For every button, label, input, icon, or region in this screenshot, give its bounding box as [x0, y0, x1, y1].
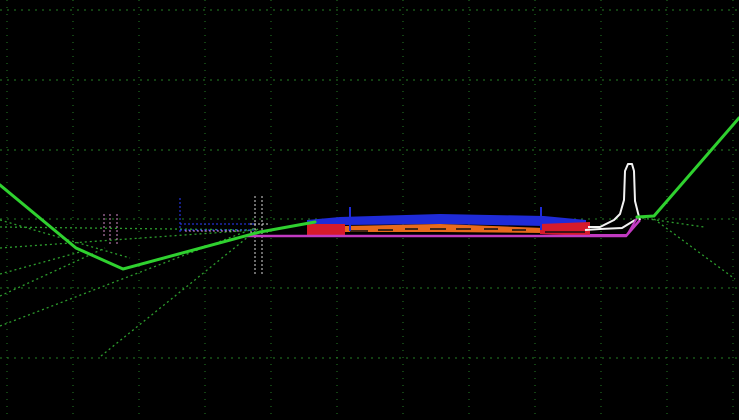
pavement-top-layer: [307, 214, 586, 229]
pavement-black-stripes: [350, 228, 585, 233]
left-guide-blue: [179, 198, 255, 232]
projection-line-left-6: [0, 227, 256, 327]
projection-line-right-2: [641, 217, 705, 228]
projection-line-left-5: [0, 247, 106, 297]
projection-line-left-4: [0, 251, 81, 275]
left-guide-pink: [103, 214, 239, 246]
left-guide-marks: [103, 196, 270, 274]
curb-white-lower: [584, 219, 636, 231]
curb-white: [588, 163, 641, 228]
roadway-section: [245, 163, 641, 238]
existing-ground-line: [0, 116, 739, 271]
projection-line-right-1: [653, 218, 736, 280]
left-red-pavement-block: [307, 224, 345, 236]
curb-outline-pink: [590, 217, 638, 236]
projection-line-left-7: [100, 227, 260, 357]
right-red-pavement-block: [540, 222, 590, 236]
